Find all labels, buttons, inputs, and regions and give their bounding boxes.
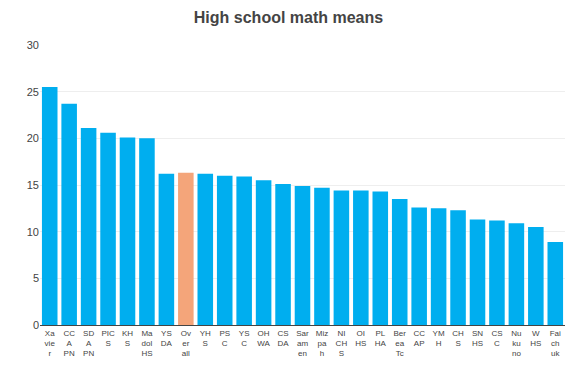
svg-text:YSDA: YSDA	[161, 329, 173, 348]
svg-text:YMH: YMH	[433, 329, 445, 348]
svg-text:CCAP: CCAP	[413, 329, 425, 348]
svg-text:Faichuk: Faichuk	[550, 329, 561, 359]
svg-text:Overall: Overall	[181, 329, 191, 359]
svg-text:15: 15	[27, 179, 39, 191]
svg-text:YSC: YSC	[239, 329, 250, 348]
svg-text:30: 30	[27, 39, 39, 51]
svg-text:WHS: WHS	[530, 329, 541, 348]
svg-text:MadolHS: MadolHS	[141, 329, 153, 359]
svg-text:OHWA: OHWA	[257, 329, 270, 348]
svg-text:5: 5	[33, 272, 39, 284]
svg-text:PICS: PICS	[101, 329, 115, 348]
svg-text:High school math means: High school math means	[194, 9, 383, 26]
svg-text:NICHS: NICHS	[336, 329, 348, 359]
svg-text:PLHA: PLHA	[375, 329, 387, 348]
svg-text:SNHS: SNHS	[472, 329, 483, 348]
svg-text:CHS: CHS	[452, 329, 464, 348]
svg-text:Saramen: Saramen	[296, 329, 309, 359]
svg-text:Xavier: Xavier	[45, 329, 56, 359]
svg-text:Mizpah: Mizpah	[316, 329, 328, 359]
svg-text:10: 10	[27, 226, 39, 238]
svg-text:CSDA: CSDA	[277, 329, 289, 348]
svg-text:KHS: KHS	[122, 329, 133, 348]
svg-text:0: 0	[33, 319, 39, 331]
svg-text:PSC: PSC	[219, 329, 230, 348]
svg-text:20: 20	[27, 132, 39, 144]
svg-text:CSC: CSC	[491, 329, 502, 348]
svg-text:BereaTc: BereaTc	[393, 329, 406, 359]
svg-text:OIHS: OIHS	[355, 329, 366, 348]
svg-text:Nukuno: Nukuno	[511, 329, 521, 359]
svg-text:SDAPN: SDAPN	[83, 329, 94, 359]
svg-text:YHS: YHS	[200, 329, 211, 348]
svg-text:25: 25	[27, 86, 39, 98]
svg-text:CCAPN: CCAPN	[63, 329, 75, 359]
